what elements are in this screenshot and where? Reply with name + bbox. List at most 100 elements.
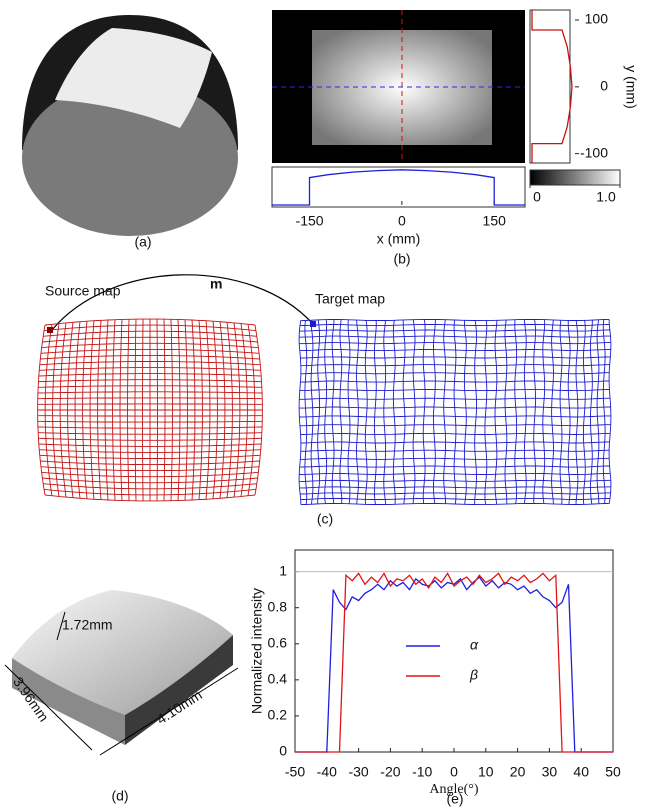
y-tick-label: 0 xyxy=(600,78,608,94)
grid-line xyxy=(38,379,262,383)
grid-line xyxy=(299,335,611,338)
grid-line xyxy=(300,318,610,322)
grid-line xyxy=(41,342,259,349)
y-axis-label: y (mm) xyxy=(623,65,639,109)
grid-line xyxy=(38,443,262,447)
grid-line xyxy=(300,497,611,500)
grid-line xyxy=(331,319,335,504)
panel-label: (b) xyxy=(393,251,410,267)
grid-line xyxy=(582,320,586,505)
data-line xyxy=(295,572,613,753)
grid-line xyxy=(484,320,488,505)
dome xyxy=(22,15,238,236)
grid-line xyxy=(37,426,263,429)
y-tick-label: 0.6 xyxy=(268,634,288,650)
x-tick-label: 150 xyxy=(483,213,507,229)
mapping-label: m xyxy=(210,276,222,292)
legend-label: β xyxy=(469,667,478,683)
grid-line xyxy=(44,318,256,326)
grid-line xyxy=(300,492,611,495)
grid-line xyxy=(317,319,321,504)
y-tick-label: 0.2 xyxy=(268,707,288,723)
grid-line xyxy=(383,320,387,505)
grid-line xyxy=(300,432,611,435)
grid-line xyxy=(38,437,262,441)
y-tick-label: 0 xyxy=(279,743,287,759)
grid-line xyxy=(299,349,611,352)
grid-line xyxy=(300,441,610,444)
x-tick-label: 40 xyxy=(573,764,589,780)
grid-line xyxy=(300,502,610,506)
x-tick-label: 0 xyxy=(450,764,458,780)
grid-line xyxy=(347,319,351,504)
y-tick-label: 0.8 xyxy=(268,598,288,614)
y-tick-label: 0.4 xyxy=(268,671,288,687)
grid-line xyxy=(299,329,610,332)
grid-line xyxy=(589,320,593,505)
grid-line xyxy=(392,320,396,505)
x-axis-label: x (mm) xyxy=(377,231,421,247)
grid-line xyxy=(37,391,263,394)
x-tick-label: -20 xyxy=(380,764,400,780)
grid-line xyxy=(298,320,302,505)
panel-label: (d) xyxy=(111,788,128,804)
grid-line xyxy=(474,320,477,505)
x-axis-label: Angle(°) xyxy=(429,782,478,797)
grid-line xyxy=(300,364,610,367)
grid-line xyxy=(40,354,260,360)
x-tick-label: -40 xyxy=(317,764,337,780)
y-tick-label: -100 xyxy=(580,144,608,160)
grid-line xyxy=(39,449,261,453)
grid-line xyxy=(299,465,610,468)
grid-line xyxy=(299,389,610,392)
grid-line xyxy=(38,373,262,377)
grid-line xyxy=(39,361,261,366)
grid-line xyxy=(44,494,256,502)
grid-line xyxy=(324,319,328,504)
grid-line xyxy=(40,460,260,466)
grid-line xyxy=(356,320,359,505)
grid-line xyxy=(41,471,259,478)
grid-line xyxy=(542,319,546,504)
grid-line xyxy=(300,372,610,375)
grid-line xyxy=(300,449,610,452)
grid-line xyxy=(559,320,563,505)
data-line xyxy=(531,10,573,163)
x-tick-label: -30 xyxy=(348,764,368,780)
grid-line xyxy=(299,324,610,327)
data-line xyxy=(272,169,525,206)
grid-line xyxy=(602,319,606,504)
y-tick-label: 1 xyxy=(279,562,287,578)
grid-line xyxy=(299,424,611,427)
x-tick-label: 30 xyxy=(542,764,558,780)
grid-line xyxy=(299,415,611,418)
colorbar-label: 0 xyxy=(533,189,541,205)
grid-line xyxy=(300,457,610,460)
grid-line xyxy=(443,319,447,504)
y-tick-label: 100 xyxy=(585,11,609,27)
grid-line xyxy=(596,319,600,504)
grid-line xyxy=(44,488,256,496)
x-tick-label: -10 xyxy=(412,764,432,780)
grid-line xyxy=(412,319,416,504)
x-tick-label: 0 xyxy=(398,213,406,229)
grid-line xyxy=(551,319,554,504)
grid-line xyxy=(453,319,457,505)
grid-line xyxy=(567,320,571,505)
grid-line xyxy=(39,454,261,459)
source-title: Source map xyxy=(45,283,121,299)
grid-line xyxy=(310,320,314,505)
x-tick-label: 10 xyxy=(478,764,494,780)
grid-line xyxy=(463,320,467,505)
grid-line xyxy=(299,406,611,409)
grid-line xyxy=(433,319,436,504)
grid-line xyxy=(299,486,611,489)
grid-line xyxy=(300,380,610,383)
grid-line xyxy=(504,319,508,504)
grid-line xyxy=(43,483,257,490)
grid-line xyxy=(608,319,612,504)
data-line xyxy=(295,576,613,753)
grid-line xyxy=(514,319,518,504)
